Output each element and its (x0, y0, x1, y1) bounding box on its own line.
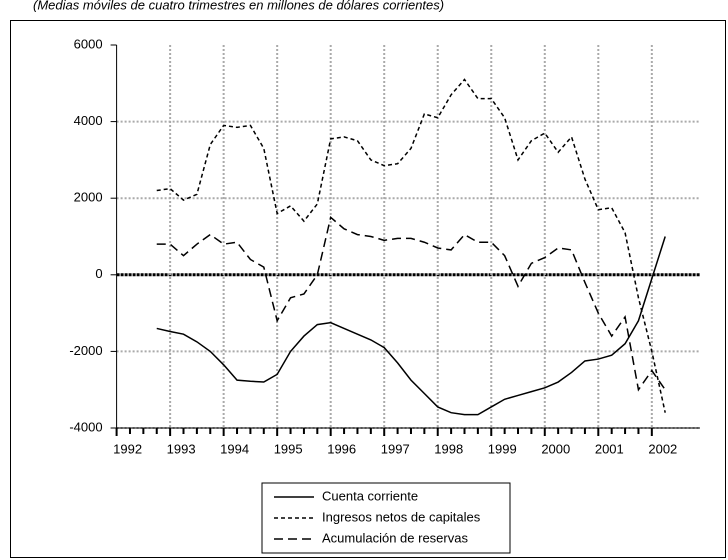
y-tick-label: 6000 (74, 36, 103, 51)
legend-label: Acumulación de reservas (322, 530, 468, 545)
x-tick-label: 2000 (541, 441, 570, 456)
chart-subtitle: (Medias móviles de cuatro trimestres en … (33, 0, 444, 12)
series-line (156, 236, 666, 416)
x-tick-label: 2001 (595, 441, 624, 456)
x-tick-label: 1997 (381, 441, 410, 456)
x-tick-label: 1995 (274, 441, 303, 456)
x-tick-label: 1992 (113, 441, 142, 456)
x-tick-label: 2002 (648, 441, 677, 456)
y-tick-label: 0 (95, 266, 102, 281)
x-tick-label: 1999 (488, 441, 517, 456)
y-tick-label: 2000 (74, 190, 103, 205)
x-tick-label: 1998 (434, 441, 463, 456)
x-tick-label: 1996 (327, 441, 356, 456)
legend-label: Cuenta corriente (322, 488, 418, 503)
series-line (156, 215, 666, 392)
x-tick-label: 1993 (167, 441, 196, 456)
y-tick-label: -4000 (69, 419, 102, 434)
y-tick-label: -2000 (69, 343, 102, 358)
series-line (156, 78, 666, 413)
chart-frame (10, 20, 726, 558)
x-tick-label: 1994 (220, 441, 249, 456)
legend-label: Ingresos netos de capitales (322, 509, 481, 524)
y-tick-label: 4000 (74, 113, 103, 128)
